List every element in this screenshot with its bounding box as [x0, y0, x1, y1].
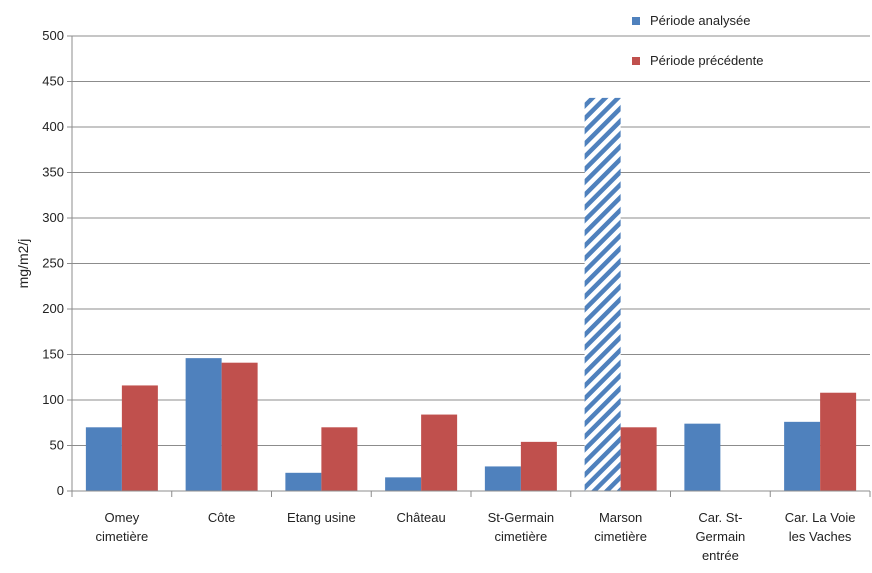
bar-series1 — [85, 427, 122, 491]
bar-series1 — [185, 358, 222, 491]
x-tick-label: Germain — [695, 529, 745, 544]
x-tick-label: les Vaches — [789, 529, 852, 544]
y-tick-label: 200 — [42, 301, 64, 316]
bar-series1 — [385, 477, 422, 491]
y-tick-label: 400 — [42, 119, 64, 134]
bar-series1 — [285, 472, 322, 491]
bar-series2 — [421, 414, 458, 491]
y-axis-label: mg/m2/j — [15, 239, 31, 289]
y-tick-label: 100 — [42, 392, 64, 407]
x-tick-label: entrée — [702, 548, 739, 563]
y-tick-label: 300 — [42, 210, 64, 225]
bar-series1 — [784, 421, 821, 491]
y-tick-label: 350 — [42, 165, 64, 180]
x-tick-label: cimetière — [594, 529, 647, 544]
legend: Période analysée Période précédente — [632, 13, 763, 68]
bar-series2 — [121, 385, 158, 491]
x-tick-label: Omey — [105, 510, 140, 525]
bar-series1 — [584, 97, 621, 491]
x-tick-label: Car. St- — [698, 510, 742, 525]
bar-series1 — [684, 423, 721, 491]
y-tick-label: 450 — [42, 74, 64, 89]
x-tick-label: Car. La Voie — [785, 510, 856, 525]
x-tick-label: cimetière — [96, 529, 149, 544]
x-tick-label: cimetière — [495, 529, 548, 544]
bars — [85, 97, 857, 491]
bar-series2 — [321, 427, 358, 491]
bar-series2 — [520, 441, 557, 491]
y-tick-label: 50 — [50, 438, 64, 453]
y-tick-label: 150 — [42, 347, 64, 362]
legend-swatch — [632, 57, 640, 65]
bar-series2 — [221, 362, 258, 491]
y-tick-label: 250 — [42, 256, 64, 271]
bar-series2 — [620, 427, 657, 491]
y-tick-label: 0 — [57, 483, 64, 498]
legend-swatch — [632, 17, 640, 25]
legend-label: Période précédente — [650, 53, 763, 68]
x-tick-label: Côte — [208, 510, 235, 525]
bar-series2 — [820, 392, 857, 491]
bar-series1 — [484, 466, 521, 491]
legend-label: Période analysée — [650, 13, 750, 28]
y-tick-label: 500 — [42, 28, 64, 43]
x-tick-label: St-Germain — [488, 510, 554, 525]
x-tick-label: Etang usine — [287, 510, 356, 525]
x-tick-label: Marson — [599, 510, 642, 525]
axes: 0 50 100 150 200 250 300 350 400 450 500 mg/m2/j Ome… — [15, 28, 871, 563]
x-tick-label: Château — [397, 510, 446, 525]
